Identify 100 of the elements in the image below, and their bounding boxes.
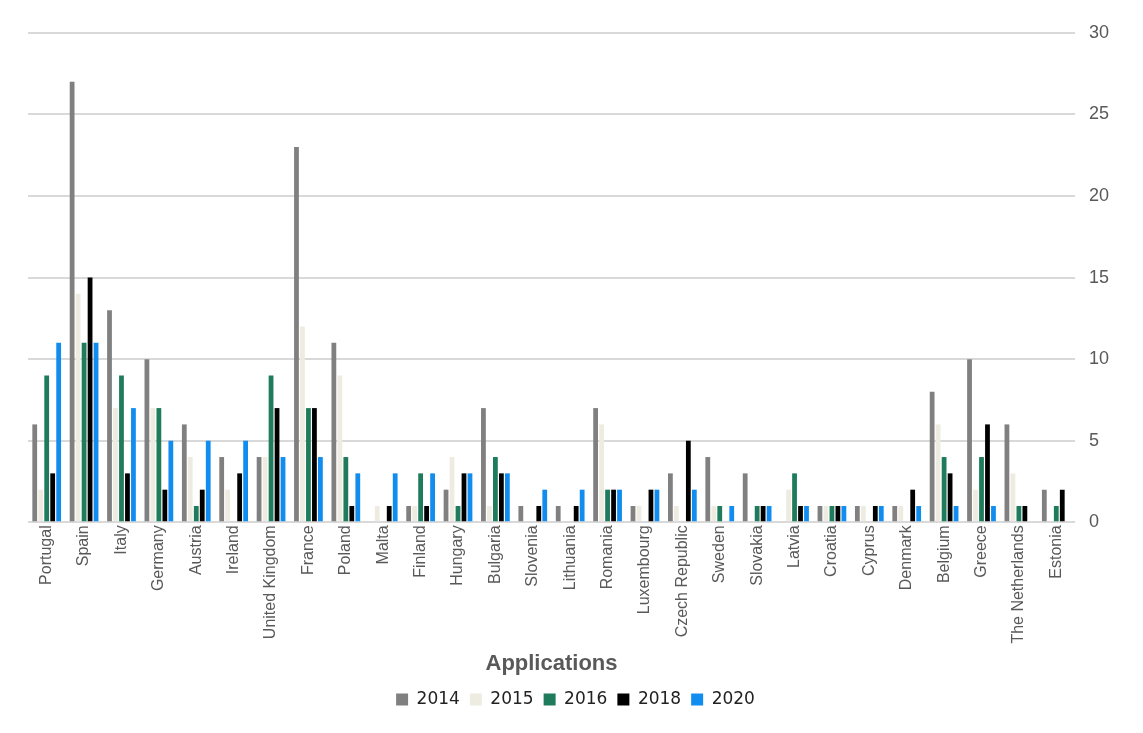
bar <box>162 489 168 522</box>
bar <box>181 424 187 522</box>
bar <box>742 473 748 522</box>
bar <box>294 147 299 522</box>
bar <box>555 505 561 522</box>
bar <box>406 505 412 522</box>
bar <box>1041 489 1047 522</box>
bar <box>967 359 972 522</box>
bar <box>113 408 118 522</box>
bar <box>168 440 174 522</box>
y-tick-label: 15 <box>1088 266 1110 287</box>
bar <box>854 505 860 522</box>
bar <box>910 489 916 522</box>
bar <box>225 489 231 522</box>
bar <box>973 489 978 522</box>
bar <box>711 505 717 522</box>
bar <box>892 505 898 522</box>
bar <box>860 505 866 522</box>
x-tick-label: Slovakia <box>747 525 765 586</box>
x-tick-label: Hungary <box>448 525 466 586</box>
bar <box>331 342 337 522</box>
x-tick-label: Lithuania <box>560 525 578 591</box>
legend-label: 2015 <box>490 687 534 708</box>
bar <box>374 505 380 522</box>
bar <box>599 424 604 522</box>
bar <box>916 505 922 522</box>
bar <box>668 473 673 522</box>
x-tick-label: France <box>298 525 316 576</box>
bar <box>1053 505 1059 522</box>
y-tick-label: 30 <box>1088 21 1110 42</box>
x-tick-label: Greece <box>971 525 989 578</box>
bar <box>504 473 510 522</box>
x-tick-label: Poland <box>336 525 354 576</box>
bar <box>156 408 162 522</box>
bar <box>729 505 735 522</box>
x-tick-label: Bulgaria <box>485 525 503 585</box>
bar <box>418 473 424 522</box>
bar <box>617 489 622 522</box>
bar <box>119 375 124 522</box>
x-tick-label: Belgium <box>934 525 952 584</box>
bar <box>50 473 56 522</box>
bar <box>593 408 599 522</box>
bar <box>493 457 498 522</box>
x-tick-label: Spain <box>74 525 92 567</box>
legend-label: 2018 <box>637 687 682 708</box>
bar <box>611 489 616 522</box>
bar <box>355 473 361 522</box>
y-tick-label: 25 <box>1088 103 1110 124</box>
legend-label: 2014 <box>416 687 460 708</box>
y-tick-label: 10 <box>1088 348 1110 369</box>
bar <box>985 424 990 522</box>
bar <box>32 424 38 522</box>
bar <box>717 505 723 522</box>
bar <box>312 408 317 522</box>
bar <box>542 489 548 522</box>
bar <box>300 326 305 522</box>
bar <box>349 505 355 522</box>
bar <box>792 473 797 522</box>
bar <box>979 457 984 522</box>
x-tick-label: Cyprus <box>859 525 877 576</box>
bar <box>430 473 435 522</box>
x-tick-label: Croatia <box>822 525 840 577</box>
bar <box>754 505 760 522</box>
x-tick-label: Austria <box>186 525 204 576</box>
bar <box>481 408 486 522</box>
x-tick-label: Estonia <box>1046 525 1064 579</box>
x-tick-label: Latvia <box>784 525 802 569</box>
bar <box>150 408 156 522</box>
bar <box>386 505 392 522</box>
bar <box>1022 505 1028 522</box>
legend-label: 2016 <box>564 687 608 708</box>
bar <box>935 424 941 522</box>
bar <box>518 505 524 522</box>
bar <box>412 505 418 522</box>
bar <box>107 310 112 522</box>
bar <box>69 81 75 522</box>
legend-label: 2020 <box>711 687 755 708</box>
bar <box>424 505 429 522</box>
bar <box>673 505 679 522</box>
bar <box>760 505 766 522</box>
bar <box>804 505 809 522</box>
bar <box>579 489 585 522</box>
x-tick-label: Romania <box>597 525 615 590</box>
bar <box>872 505 878 522</box>
x-tick-label: Finland <box>411 525 429 578</box>
x-tick-label: Germany <box>149 525 167 592</box>
bar <box>498 473 504 522</box>
x-tick-label: Italy <box>111 525 129 555</box>
bar <box>44 375 50 522</box>
bar <box>766 505 772 522</box>
bar <box>306 408 311 522</box>
bar <box>1059 489 1065 522</box>
x-tick-label: Luxembourg <box>635 525 653 615</box>
y-tick-label: 20 <box>1088 184 1110 205</box>
y-tick-label: 5 <box>1088 429 1099 450</box>
x-tick-label: Sweden <box>710 525 728 584</box>
bar <box>685 440 691 522</box>
x-tick-label: Czech Republic <box>672 525 690 638</box>
bar <box>38 489 44 522</box>
x-axis-title: Applications <box>485 649 618 675</box>
